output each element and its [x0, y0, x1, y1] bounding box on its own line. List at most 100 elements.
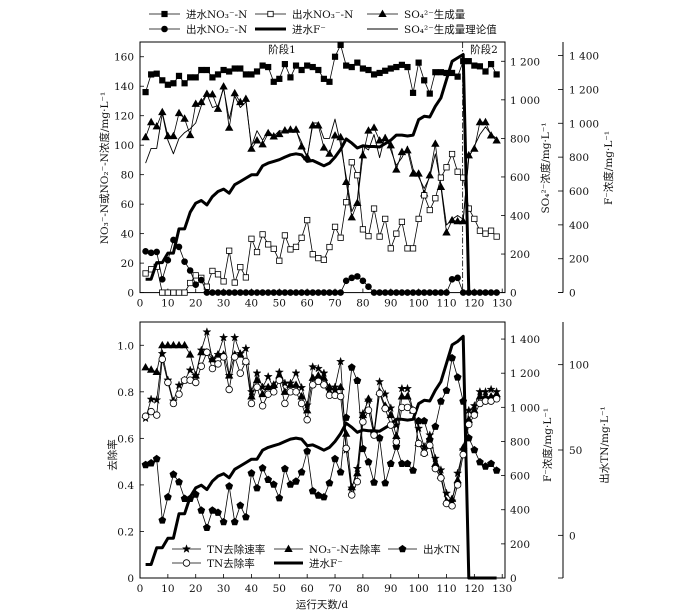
legend-marker [398, 544, 407, 553]
effluent-tn-point [370, 478, 378, 486]
tn-removal-rate-point [441, 488, 452, 498]
top-fluoride-axis-title: F⁻浓度/mg·L⁻¹ [602, 131, 615, 205]
effluent-tn-point [264, 475, 273, 484]
effluent-no2-point [331, 289, 339, 296]
influent-no3-point [487, 61, 495, 68]
so4-generated-point [208, 90, 217, 98]
effluent-no3-point [393, 230, 400, 237]
effluent-tn-point [281, 464, 289, 473]
tn-removal-ratio-point [414, 439, 423, 448]
effluent-tn-point [320, 493, 328, 501]
so4-generated-point [141, 132, 150, 141]
effluent-no3-point [398, 218, 406, 225]
tn-removal-ratio-point [141, 412, 150, 420]
influent-no3-point [398, 61, 406, 68]
no3-removal-ratio-point [291, 380, 301, 388]
second-right-y-tick-label: 0 [569, 288, 576, 300]
influent-no3-point [142, 89, 149, 96]
influent-fluoride-bottom-series [145, 334, 497, 580]
tn-removal-rate-point [152, 395, 162, 404]
influent-no3-point [265, 63, 272, 71]
effluent-tn-point [191, 490, 200, 498]
second-right-y-tick-label: 50 [569, 445, 582, 457]
effluent-no3-point [287, 246, 294, 253]
influent-no3-point [253, 68, 261, 75]
effluent-tn-point [158, 516, 167, 524]
effluent-no2-point [320, 289, 328, 296]
x-tick-label: 80 [356, 298, 369, 310]
tn-removal-rate-point [246, 386, 256, 396]
legend-marker [161, 25, 168, 33]
effluent-no2-point [298, 289, 305, 296]
influent-no3-point [148, 71, 155, 78]
right-y-tick-label: 1 000 [510, 95, 540, 107]
no3-removal-ratio-point [185, 350, 195, 358]
legend-item: 出水NO₂⁻-N [149, 23, 247, 36]
so4-generated-point [152, 122, 161, 130]
so4-generated-line [145, 86, 497, 233]
tn-removal-rate-point [308, 362, 318, 371]
so4-generated-point [358, 150, 368, 159]
effluent-tn-point [163, 493, 172, 501]
influent-no3-point [192, 74, 199, 81]
effluent-no2-point [309, 289, 317, 296]
effluent-tn-point [437, 397, 445, 405]
tn-removal-ratio-point [409, 406, 417, 415]
tn-removal-ratio-point [270, 388, 278, 396]
left-y-tick-label: 0.4 [117, 480, 134, 492]
right-y-tick-label: 600 [510, 172, 530, 184]
tn-removal-rate-point [297, 382, 307, 392]
effluent-no2-point [448, 276, 456, 283]
effluent-no2-point [326, 289, 333, 296]
left-y-tick-label: 100 [114, 140, 134, 152]
effluent-tn-point [487, 459, 495, 468]
effluent-tn-point [453, 373, 462, 381]
tn-removal-ratio-point [275, 376, 284, 384]
so4-generated-series [141, 82, 501, 236]
no3-removal-ratio-point [141, 362, 150, 371]
tn-removal-rate-point [486, 384, 496, 394]
effluent-tn-point [364, 458, 373, 466]
so4-generated-point [436, 182, 446, 190]
no3-removal-ratio-point [280, 387, 290, 395]
effluent-tn-point [420, 416, 429, 425]
effluent-no2-point [398, 289, 406, 296]
tn-removal-rate-point [146, 394, 156, 404]
bottom-fluoride-axis-title: F⁻浓度/mg·L⁻¹ [541, 408, 554, 482]
no3-removal-ratio-point [341, 429, 351, 437]
effluent-no2-point [209, 289, 216, 296]
influent-no3-point [426, 90, 433, 97]
right-y-tick-label: 0 [510, 288, 517, 300]
effluent-no3-point [437, 174, 445, 181]
top-panel: 0 10 20 30 40 50 60 70 80 90 100 110 120 130020406080… [114, 8, 599, 310]
effluent-no3-point [359, 226, 367, 233]
influent-no3-point [359, 65, 367, 72]
influent-fluoride-line [145, 53, 497, 295]
influent-no3-series [142, 41, 500, 97]
effluent-tn-point [297, 468, 306, 476]
effluent-no3-point [237, 263, 244, 271]
effluent-no2-point [437, 289, 445, 296]
effluent-no3-point [276, 257, 283, 264]
influent-no3-point [343, 62, 350, 69]
so4-generated-point [459, 216, 468, 225]
effluent-no3-point [164, 289, 171, 296]
effluent-tn-point [242, 513, 250, 521]
tn-removal-ratio-point [426, 441, 434, 450]
influent-no3-point [376, 69, 383, 77]
right-y-tick-label: 200 [510, 539, 530, 551]
so4-generated-point [241, 94, 251, 102]
effluent-no3-point [231, 279, 238, 286]
influent-no3-point [409, 89, 417, 96]
so4-generated-point [163, 131, 173, 140]
so4-generated-point [492, 136, 501, 144]
so4-generated-point [297, 142, 306, 150]
effluent-tn-point [492, 466, 501, 474]
effluent-no3-point [348, 159, 355, 166]
no3-removal-ratio-point [152, 367, 161, 376]
legend-marker [267, 10, 274, 18]
tn-removal-ratio-point [465, 420, 473, 429]
tn-removal-ratio-point [437, 474, 445, 482]
tn-removal-ratio-point [303, 416, 311, 424]
second-right-y-tick-label: 800 [569, 152, 589, 164]
